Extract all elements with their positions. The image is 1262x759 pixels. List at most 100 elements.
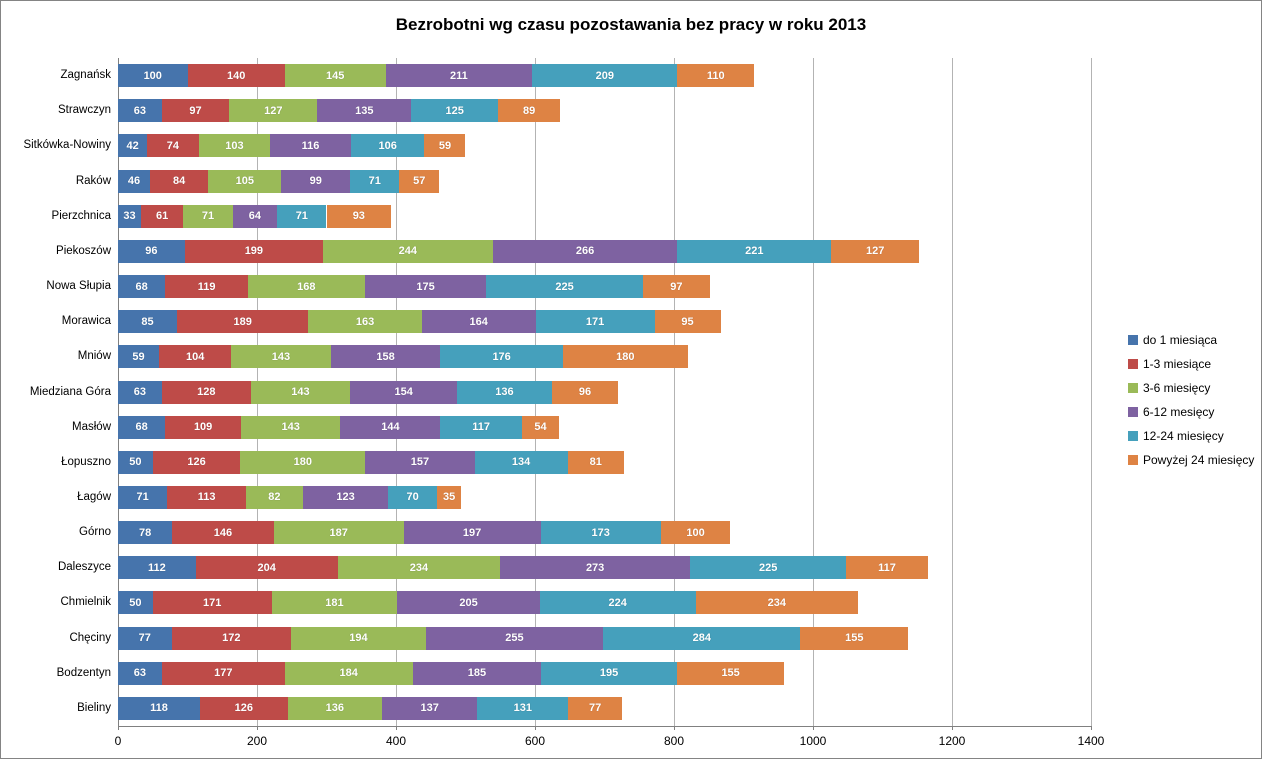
bar-segment-label: 54	[534, 421, 547, 434]
bar-segment-label: 126	[234, 702, 253, 715]
bar-segment: 155	[676, 661, 785, 685]
bar-segment-label: 143	[281, 421, 300, 434]
bar-segment: 187	[273, 521, 404, 545]
bar-segment: 224	[539, 591, 696, 615]
bar-segment: 123	[302, 485, 389, 509]
bar-segment: 209	[532, 64, 678, 88]
legend-label: Powyżej 24 miesięcy	[1143, 453, 1255, 467]
category-label: Sitkówka-Nowiny	[23, 139, 111, 152]
bar-segment: 173	[540, 521, 661, 545]
bar-segment-label: 266	[575, 245, 595, 258]
bar-segment: 177	[161, 661, 285, 685]
category-label: Nowa Słupia	[46, 280, 111, 293]
bar-segment: 117	[440, 415, 522, 439]
bar-segment-label: 284	[692, 632, 711, 645]
bar-segment: 97	[161, 99, 230, 123]
bar-segment-label: 71	[368, 175, 381, 188]
bar-segment: 221	[677, 239, 832, 263]
bar-segment-label: 82	[268, 491, 281, 504]
bar-segment: 112	[118, 556, 196, 580]
bar-segment-label: 68	[135, 280, 148, 293]
bar-segment-label: 125	[445, 104, 464, 117]
bar-segment-label: 103	[225, 139, 244, 152]
bar-segment: 42	[118, 134, 148, 158]
category-label: Daleszyce	[57, 561, 111, 574]
bar-segment-label: 175	[416, 280, 435, 293]
bar-segment: 68	[118, 415, 166, 439]
bar-segment-label: 273	[585, 561, 605, 574]
bar-segment: 57	[399, 169, 440, 193]
x-tick-mark	[674, 726, 675, 730]
bar-segment: 99	[281, 169, 351, 193]
bar-segment-label: 163	[355, 315, 375, 328]
bar-segment: 95	[654, 310, 721, 334]
bar-segment-label: 234	[767, 596, 787, 609]
bar-segment: 144	[340, 415, 441, 439]
bar-segment: 164	[421, 310, 536, 334]
bar-segment-label: 85	[141, 315, 154, 328]
bar-segment: 225	[486, 275, 643, 299]
bar-segment: 157	[365, 450, 475, 474]
legend-swatch	[1128, 335, 1138, 345]
x-tick-mark	[396, 726, 397, 730]
bar-segment-label: 104	[185, 350, 205, 363]
bar-segment: 146	[172, 521, 274, 545]
bar-segment: 171	[535, 310, 655, 334]
category-label: Bieliny	[77, 701, 111, 714]
bar-segment: 136	[457, 380, 552, 404]
bar-segment: 61	[140, 204, 184, 228]
bar-segment-label: 95	[681, 315, 694, 328]
x-tick-label: 1200	[938, 734, 966, 748]
bar-segment: 109	[165, 415, 241, 439]
bar-segment-label: 74	[166, 139, 180, 152]
bar-segment: 103	[198, 134, 271, 158]
bar-segment: 225	[689, 556, 847, 580]
legend-item: 6-12 mesięcy	[1128, 405, 1254, 419]
bar-segment-label: 123	[336, 491, 355, 504]
bar-segment-label: 126	[187, 456, 206, 469]
bar-segment-label: 105	[235, 175, 254, 188]
x-axis-line	[118, 726, 1091, 727]
bar-segment: 100	[118, 64, 188, 88]
bar-segment-label: 225	[555, 280, 574, 293]
bar-segment: 137	[382, 696, 478, 720]
bar-segment-label: 50	[129, 456, 142, 469]
bar-segment-label: 57	[413, 175, 426, 188]
legend-swatch	[1128, 383, 1138, 393]
legend-swatch	[1128, 431, 1138, 441]
bar-segment: 154	[350, 380, 458, 404]
bar-segment-label: 96	[578, 386, 592, 398]
bar-segment: 244	[323, 239, 493, 263]
bar-segment-label: 137	[420, 702, 439, 715]
bar-segment: 134	[474, 450, 568, 474]
bar-segment: 104	[159, 345, 232, 369]
bar-segment-label: 119	[197, 280, 216, 293]
bar-segment-label: 116	[301, 139, 320, 152]
bar-segment-label: 35	[443, 491, 456, 504]
chart-title: Bezrobotni wg czasu pozostawania bez pra…	[395, 15, 867, 34]
bar-segment-label: 136	[495, 386, 514, 398]
bar-segment-label: 134	[511, 456, 531, 469]
bar-segment: 171	[152, 591, 272, 615]
bar-segment: 33	[118, 204, 141, 228]
bar-segment: 127	[831, 239, 920, 263]
bar-segment-label: 194	[349, 632, 368, 645]
category-label: Masłów	[72, 420, 111, 433]
bar-segment-label: 155	[845, 632, 864, 645]
bar-segment: 96	[551, 380, 619, 404]
bar-segment-label: 33	[123, 210, 136, 223]
category-label: Morawica	[61, 315, 111, 328]
bar-segment: 110	[677, 64, 754, 88]
category-label: Łagów	[77, 490, 111, 503]
bar-segment-label: 117	[472, 421, 490, 434]
bar-segment-label: 112	[148, 561, 166, 574]
bar-segment-label: 77	[588, 702, 602, 715]
bar-segment-label: 255	[505, 632, 524, 645]
gridline	[674, 58, 675, 726]
x-tick-label: 200	[246, 734, 268, 748]
bar-segment: 143	[241, 415, 341, 439]
x-tick-label: 400	[385, 734, 407, 748]
bar-segment-label: 93	[352, 210, 365, 223]
